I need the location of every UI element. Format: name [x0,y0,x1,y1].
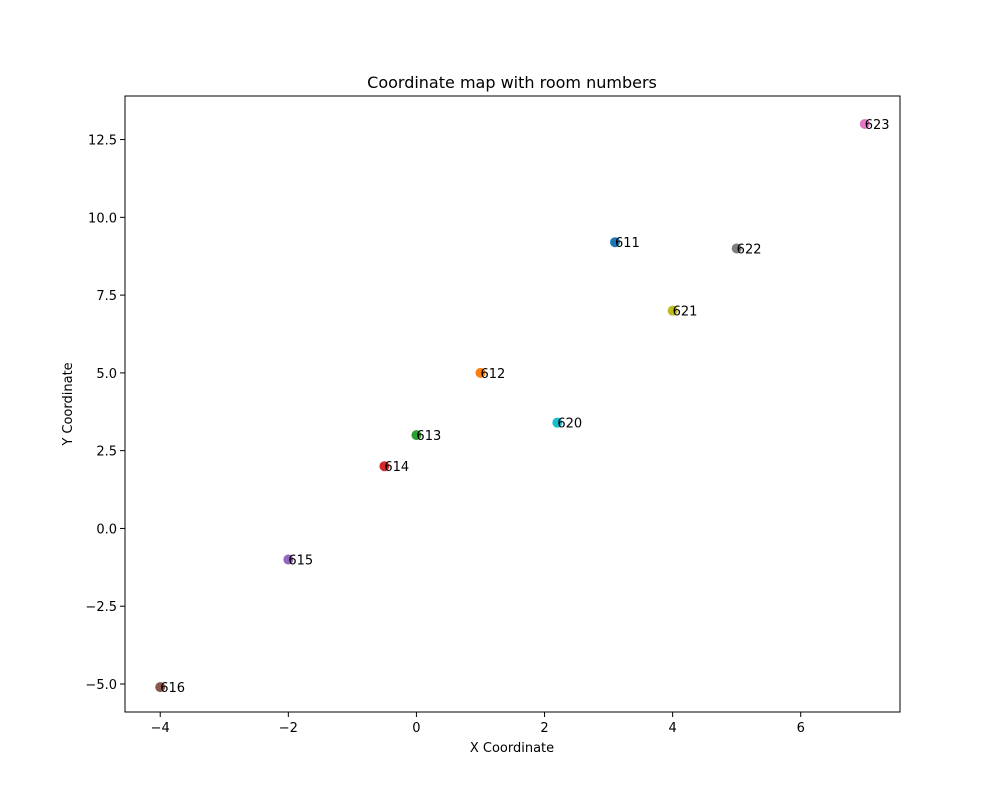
data-point-611 [609,237,620,248]
y-tick-label: −5.0 [85,678,117,693]
y-axis-label: Y Coordinate [61,362,76,446]
data-point-620 [552,417,563,428]
y-tick-label: 0.0 [96,522,117,537]
point-label-613: 613 [416,429,441,444]
point-label-623: 623 [865,118,890,133]
data-point-621 [667,305,678,316]
y-axis: −5.0 −2.5 0.0 2.5 5.0 7.5 10.0 12.5 [85,134,125,693]
x-tick-label: 6 [797,721,805,736]
chart-title: Coordinate map with room numbers [367,73,657,92]
y-tick-label: 10.0 [88,211,117,226]
point-label-612: 612 [480,367,505,382]
point-label-622: 622 [737,242,762,257]
y-tick-label: −2.5 [85,600,117,615]
point-label-620: 620 [557,417,582,432]
data-point-612 [475,367,486,378]
data-point-614 [379,461,390,472]
x-tick-label: −4 [151,721,170,736]
point-label-616: 616 [160,681,185,696]
data-point-615 [283,554,294,565]
x-tick-label: 4 [668,721,676,736]
plot-frame [124,95,901,713]
plot-area: 611 612 613 614 615 616 623 622 621 620 [155,118,890,696]
point-label-621: 621 [673,305,698,320]
data-point-622 [731,243,742,254]
x-axis-label: X Coordinate [470,741,554,756]
x-tick-label: 0 [412,721,420,736]
x-axis: −4 −2 0 2 4 6 [151,712,805,736]
point-label-615: 615 [288,554,313,569]
data-point-616 [155,682,166,693]
point-label-611: 611 [615,236,640,251]
point-label-614: 614 [384,460,409,475]
y-tick-label: 2.5 [96,445,117,460]
y-tick-label: 12.5 [88,134,117,149]
x-tick-label: 2 [540,721,548,736]
y-tick-label: 5.0 [96,367,117,382]
x-tick-label: −2 [279,721,298,736]
data-point-613 [411,430,422,441]
y-tick-label: 7.5 [96,289,117,304]
data-point-623 [859,119,870,129]
